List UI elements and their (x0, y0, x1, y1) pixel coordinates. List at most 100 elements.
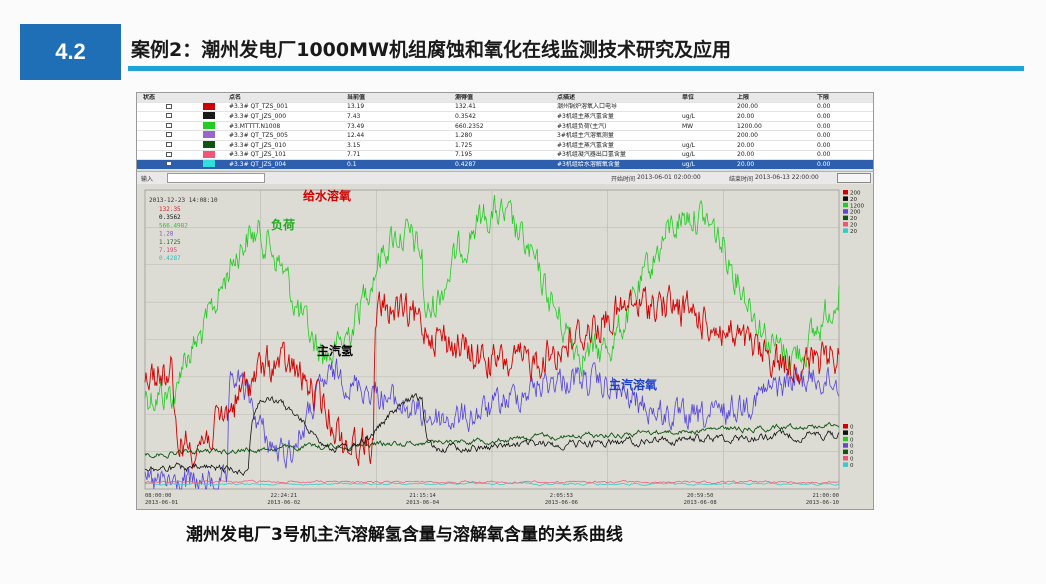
series-color-swatch[interactable] (203, 141, 215, 148)
end-time-value[interactable]: 2013-06-13 22:00:00 (755, 174, 819, 181)
row-checkbox[interactable] (166, 142, 172, 147)
cell-unit: ug/L (682, 141, 695, 149)
cell-name: #3.3# QT_TZS_005 (229, 132, 288, 140)
chart-annotation-label: 负荷 (271, 217, 295, 232)
readout-value: 0.4287 (159, 255, 181, 262)
legend-color-chip (843, 430, 848, 435)
column-header[interactable]: 上限 (737, 93, 750, 101)
slide-title: 案例2：潮州发电厂1000MW机组腐蚀和氧化在线监测技术研究及应用 (131, 39, 731, 61)
series-color-swatch[interactable] (203, 112, 215, 120)
legend-color-chip (843, 222, 848, 227)
column-header[interactable]: 状态 (143, 93, 156, 101)
cell-desc: #3机组给水溶解氧含量 (557, 160, 620, 168)
legend-min-label: 0 (850, 431, 854, 437)
row-checkbox[interactable] (166, 161, 172, 167)
cell-name: #3.3# QT_JZS_010 (229, 141, 287, 149)
section-badge: 4.2 (20, 24, 121, 80)
x-tick-date: 2013-06-08 (684, 500, 717, 506)
series-color-swatch[interactable] (203, 121, 215, 129)
legend-color-chip (843, 424, 848, 429)
legend-color-chip (843, 436, 848, 442)
cell-lower: 0.00 (817, 151, 831, 159)
column-header[interactable]: 点描述 (557, 93, 576, 101)
table-row[interactable]: #3.MTTTT.N1008 73.49 660.2352 #3机组负荷(主汽) MW 1… (137, 121, 873, 132)
tag-input-field[interactable] (167, 173, 265, 183)
tag-table: 状态 点名 当前值 测得值 点描述 单位 上限 下限 #3.3# QT_TZS_001 13.19… (137, 93, 873, 170)
series-color-swatch[interactable] (203, 131, 215, 139)
cell-measured: 1.280 (455, 132, 473, 140)
cell-current: 3.15 (347, 141, 361, 149)
legend-max-label: 200 (850, 210, 861, 216)
legend-color-chip (843, 443, 848, 448)
cell-measured: 660.2352 (455, 122, 484, 130)
legend-color-chip (843, 228, 848, 233)
cell-desc: #3机组负荷(主汽) (557, 122, 607, 130)
readout-value: 566.4982 (159, 222, 188, 229)
row-checkbox[interactable] (166, 103, 172, 109)
cell-upper: 200.00 (737, 103, 758, 111)
legend-color-chip (843, 456, 848, 461)
x-tick-time: 08:00:00 (145, 493, 172, 499)
x-tick-date: 2013-06-01 (145, 500, 178, 506)
readout-value: 1.1725 (159, 239, 181, 246)
row-checkbox[interactable] (166, 132, 172, 138)
legend-min-label: 0 (850, 444, 854, 450)
legend-color-chip (843, 449, 848, 455)
readout-value: 0.3562 (159, 214, 181, 221)
series-color-swatch[interactable] (203, 102, 215, 110)
table-row[interactable]: #3.3# QT_JZS_101 7.71 7.195 #3机组凝汽器出口氢含量 ug/… (137, 150, 873, 161)
cell-upper: 20.00 (737, 141, 755, 149)
main-steam-h2-series-line (144, 392, 840, 477)
start-time-value[interactable]: 2013-06-01 02:00:00 (637, 174, 701, 181)
input-label: 输入 (141, 176, 154, 183)
column-header[interactable]: 下限 (817, 93, 830, 101)
column-header[interactable]: 测得值 (455, 93, 474, 101)
x-tick-time: 20:59:50 (687, 493, 714, 499)
cell-name: #3.3# QT_JZS_004 (229, 160, 287, 168)
cell-lower: 0.00 (817, 122, 831, 130)
x-tick-time: 21:15:14 (409, 493, 436, 499)
legend-max-label: 20 (850, 197, 857, 203)
cell-name: #3.3# QT_TZS_001 (229, 103, 288, 111)
row-checkbox[interactable] (166, 113, 172, 119)
readout-value: 132.35 (159, 206, 181, 213)
query-button[interactable] (837, 173, 871, 183)
cell-desc: 3#机组主汽溶氧测量 (557, 132, 614, 140)
table-row[interactable]: #3.3# QT_JZS_000 7.43 0.3542 #3机组主蒸汽氢含量 ug/L… (137, 112, 873, 122)
table-row[interactable]: #3.3# QT_TZS_001 13.19 132.41 潮州锅炉溶氧入口电导 200… (137, 102, 873, 113)
cell-measured: 7.195 (455, 151, 473, 159)
condenser-h2-series-line (145, 479, 840, 485)
legend-color-chip (843, 202, 848, 208)
x-tick-time: 22:24:21 (271, 493, 298, 499)
end-time-label: 结束时间 (729, 176, 754, 183)
feedwater-do2-series-line (144, 482, 840, 487)
table-header-row: 状态 点名 当前值 测得值 点描述 单位 上限 下限 (137, 93, 873, 103)
legend-max-label: 1200 (850, 203, 864, 209)
column-header[interactable]: 当前值 (347, 93, 366, 101)
row-checkbox[interactable] (166, 122, 172, 128)
main-steam-h2-2-series-line (144, 421, 840, 459)
readout-value: 1.28 (159, 231, 174, 238)
series-color-swatch[interactable] (203, 150, 215, 158)
cell-current: 73.49 (347, 122, 365, 130)
series-color-swatch[interactable] (203, 160, 215, 168)
x-tick-date: 2013-06-02 (267, 500, 300, 506)
cell-current: 13.19 (347, 103, 365, 111)
table-row[interactable]: #3.3# QT_JZS_004 0.1 0.4287 #3机组给水溶解氧含量 ug/L… (137, 160, 873, 170)
legend-min-label: 0 (850, 457, 854, 463)
row-checkbox[interactable] (166, 151, 172, 157)
column-header[interactable]: 点名 (229, 93, 242, 101)
title-underline (128, 66, 1024, 71)
section-number: 4.2 (55, 39, 86, 64)
x-tick-date: 2013-06-04 (406, 500, 440, 506)
cell-unit: ug/L (682, 151, 695, 159)
cell-upper: 20.00 (737, 151, 755, 159)
cell-lower: 0.00 (817, 132, 831, 140)
cell-upper: 200.00 (737, 132, 758, 140)
trend-chart-area: 2013-12-23 14:08:10 132.35 0.3562 566.4982 1… (137, 184, 873, 509)
chart-annotation-label: 给水溶氧 (303, 188, 351, 203)
table-row[interactable]: #3.3# QT_JZS_010 3.15 1.725 #3机组主蒸汽氢含量 ug/L 2… (137, 141, 873, 151)
column-header[interactable]: 单位 (682, 93, 695, 101)
table-row[interactable]: #3.3# QT_TZS_005 12.44 1.280 3#机组主汽溶氧测量 200.… (137, 131, 873, 141)
